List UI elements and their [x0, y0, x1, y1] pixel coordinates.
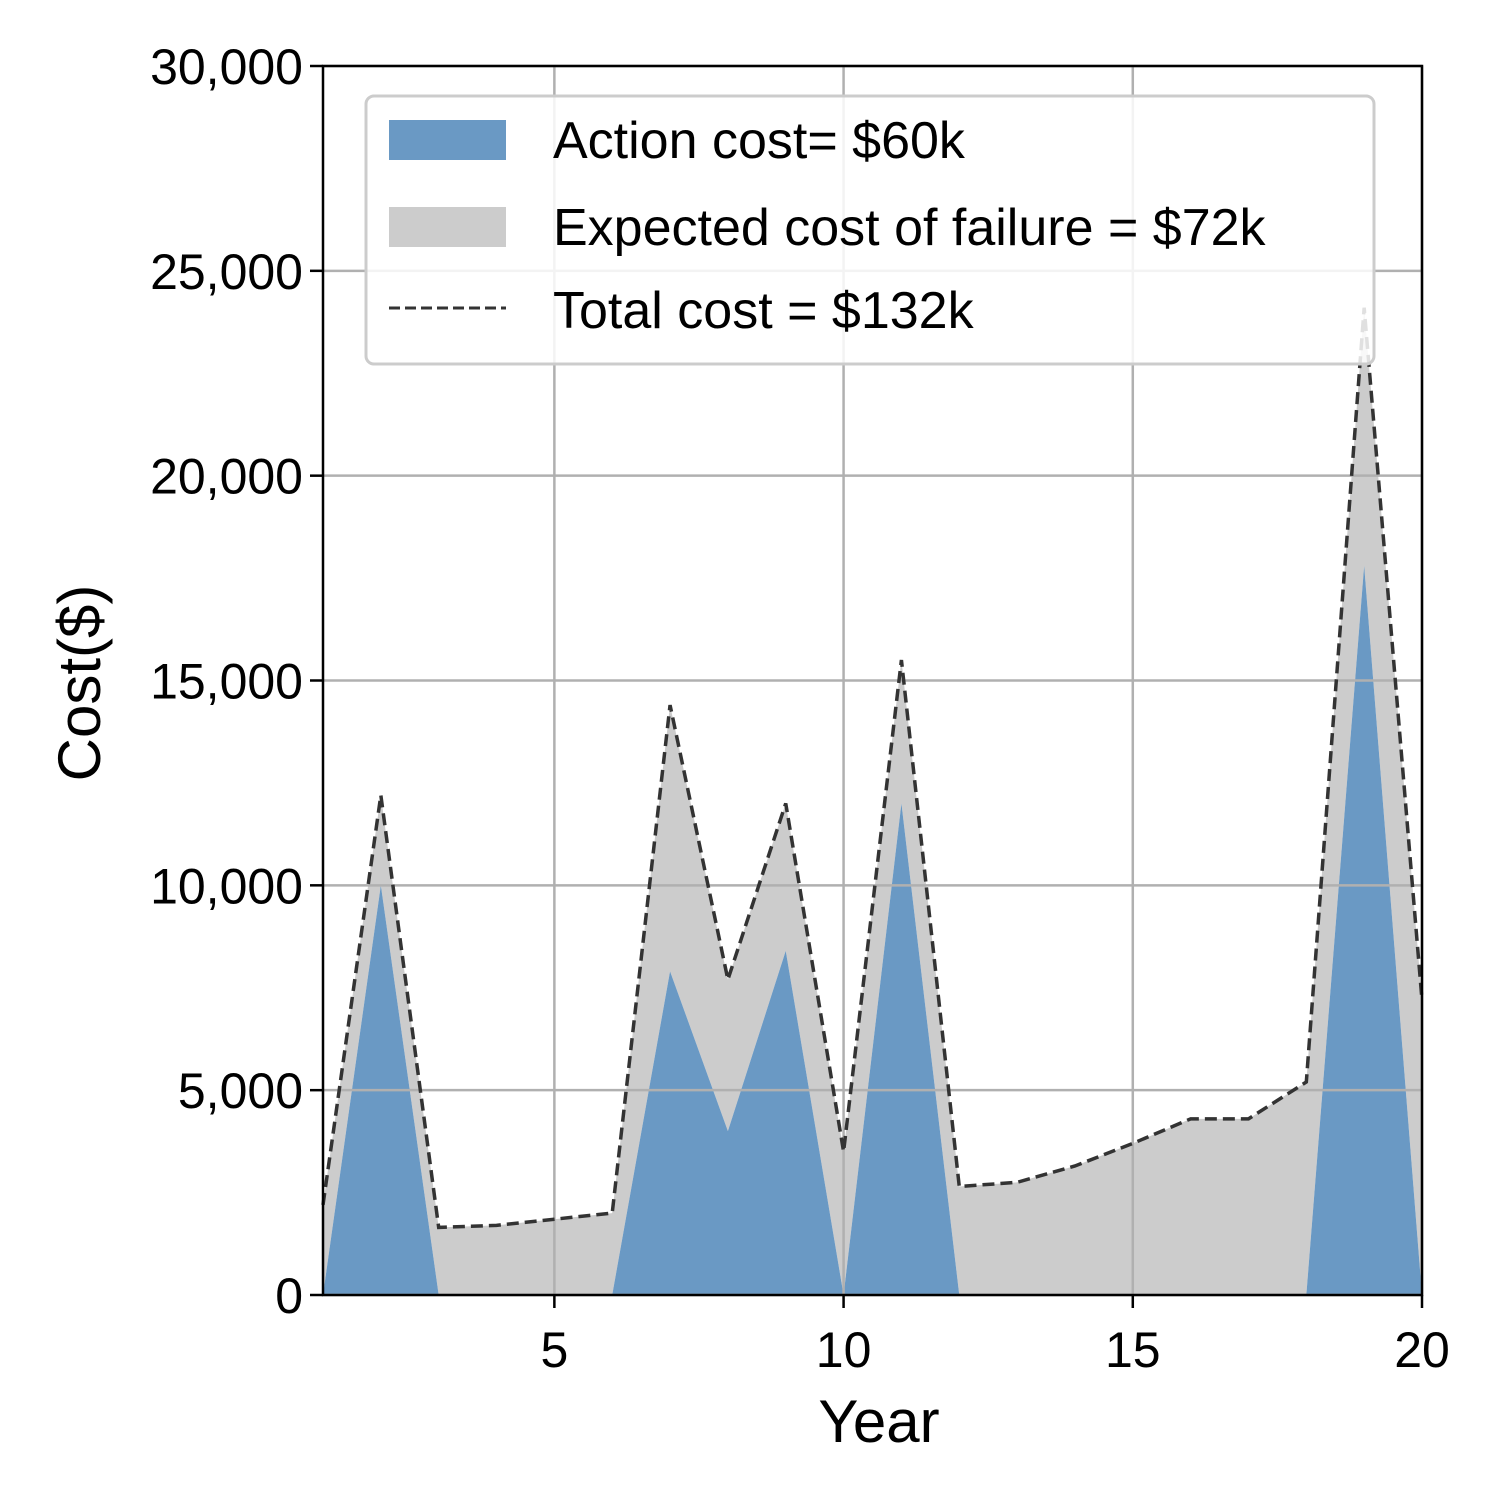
y-tick-label: 25,000	[150, 244, 303, 300]
x-tick-label: 20	[1394, 1322, 1450, 1378]
y-axis-title: Cost($)	[46, 585, 113, 782]
legend-label-total-cost: Total cost = $132k	[553, 282, 975, 340]
y-tick-label: 20,000	[150, 449, 303, 505]
x-axis-title: Year	[818, 1388, 939, 1455]
y-tick-label: 10,000	[150, 858, 303, 914]
legend-frame	[364, 94, 1376, 366]
y-tick-label: 15,000	[150, 654, 303, 710]
y-tick-label: 30,000	[150, 39, 303, 95]
line-total-cost	[321, 307, 1424, 1230]
legend: Action cost= $60k Expected cost of failu…	[364, 94, 1376, 366]
area-action-cost	[323, 565, 1422, 1295]
x-tick-label: 10	[816, 1322, 872, 1378]
legend-swatch-failure-cost	[389, 207, 506, 247]
x-tick-label: 15	[1105, 1322, 1161, 1378]
legend-swatch-action-cost	[389, 120, 506, 160]
plot-area	[323, 307, 1422, 1295]
y-tick-label: 0	[275, 1268, 303, 1324]
legend-label-action-cost: Action cost= $60k	[553, 112, 966, 170]
legend-label-failure-cost: Expected cost of failure = $72k	[553, 199, 1267, 257]
y-tick-label: 5,000	[178, 1063, 303, 1119]
x-tick-label: 5	[540, 1322, 568, 1378]
ticks: 0 5,000 10,000 15,000 20,000 25,000 30,000 5 10 1…	[150, 39, 1450, 1378]
total-line-layer	[321, 307, 1424, 1230]
